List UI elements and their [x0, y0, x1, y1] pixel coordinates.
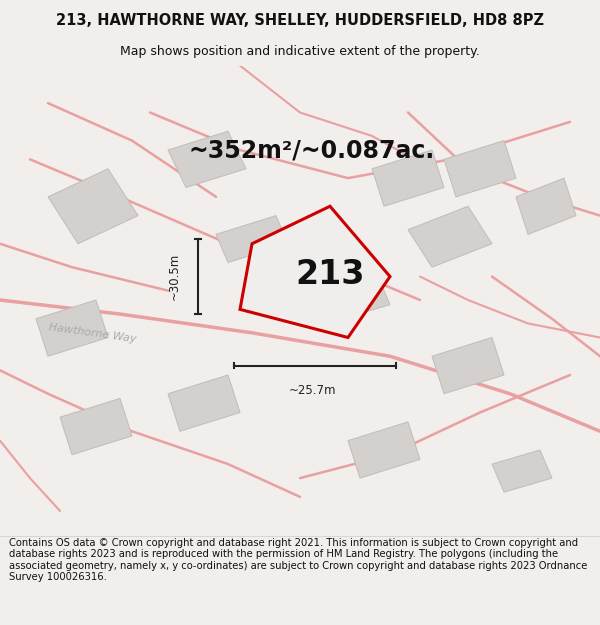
- Text: 213, HAWTHORNE WAY, SHELLEY, HUDDERSFIELD, HD8 8PZ: 213, HAWTHORNE WAY, SHELLEY, HUDDERSFIEL…: [56, 13, 544, 28]
- Text: ~352m²/~0.087ac.: ~352m²/~0.087ac.: [189, 138, 435, 162]
- Polygon shape: [372, 150, 444, 206]
- Text: Map shows position and indicative extent of the property.: Map shows position and indicative extent…: [120, 44, 480, 58]
- Text: ~30.5m: ~30.5m: [167, 253, 181, 300]
- Polygon shape: [330, 276, 390, 319]
- Polygon shape: [168, 375, 240, 431]
- Polygon shape: [492, 450, 552, 493]
- Polygon shape: [252, 268, 324, 309]
- Polygon shape: [36, 300, 108, 356]
- Polygon shape: [516, 178, 576, 234]
- Polygon shape: [444, 141, 516, 197]
- Polygon shape: [216, 216, 288, 262]
- Text: 213: 213: [295, 258, 365, 291]
- Polygon shape: [240, 206, 390, 338]
- Polygon shape: [432, 338, 504, 394]
- Polygon shape: [60, 399, 132, 455]
- Text: Hawthorne Way: Hawthorne Way: [48, 322, 137, 344]
- Text: ~25.7m: ~25.7m: [288, 384, 336, 398]
- Polygon shape: [168, 131, 246, 188]
- Polygon shape: [48, 169, 138, 244]
- Polygon shape: [408, 206, 492, 268]
- Polygon shape: [348, 422, 420, 478]
- Text: Contains OS data © Crown copyright and database right 2021. This information is : Contains OS data © Crown copyright and d…: [9, 538, 587, 582]
